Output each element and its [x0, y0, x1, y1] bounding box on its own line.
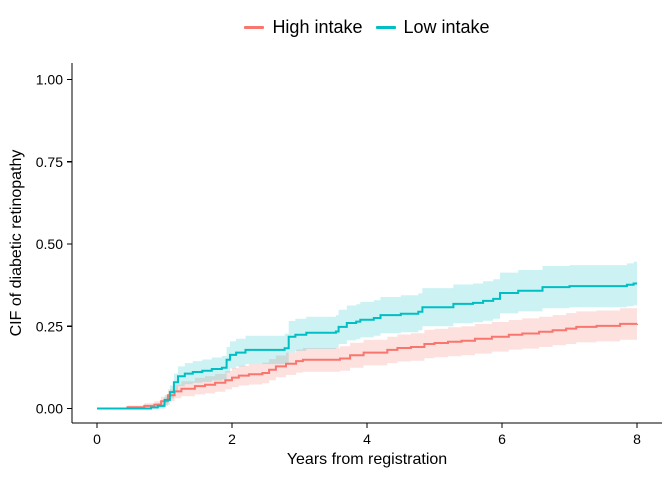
y-tick-label: 1.00 [36, 72, 63, 88]
legend-label-high-intake: High intake [272, 17, 363, 37]
legend: High intake Low intake [72, 15, 662, 39]
x-tick-label: 0 [93, 431, 101, 447]
x-tick-label: 4 [363, 431, 371, 447]
cif-curves-layer [97, 282, 638, 410]
legend-item-high-intake: High intake [244, 17, 363, 37]
y-axis-title: CIF of diabetic retinopathy [8, 150, 25, 337]
x-axis-title: Years from registration [287, 451, 447, 468]
cif-curve-low-intake [97, 282, 637, 410]
x-tick-label: 8 [633, 431, 641, 447]
confidence-band-low-intake [97, 261, 637, 409]
y-tick-label: 0.50 [36, 236, 63, 252]
ticks-layer: 0 2 4 6 8 0.00 0.25 0.50 0.75 1.00 [36, 72, 641, 448]
y-tick-label: 0.75 [36, 154, 63, 170]
x-tick-label: 2 [228, 431, 236, 447]
legend-key-line-high-intake [244, 25, 265, 29]
x-tick-label: 6 [498, 431, 506, 447]
confidence-bands-layer [97, 261, 637, 409]
legend-key-line-low-intake [375, 25, 396, 29]
legend-item-low-intake: Low intake [375, 17, 490, 37]
legend-label-low-intake: Low intake [403, 17, 490, 37]
y-tick-label: 0.00 [36, 401, 63, 417]
cif-curve-high-intake [97, 322, 638, 410]
confidence-band-high-intake [97, 307, 637, 409]
y-tick-label: 0.25 [36, 318, 63, 334]
